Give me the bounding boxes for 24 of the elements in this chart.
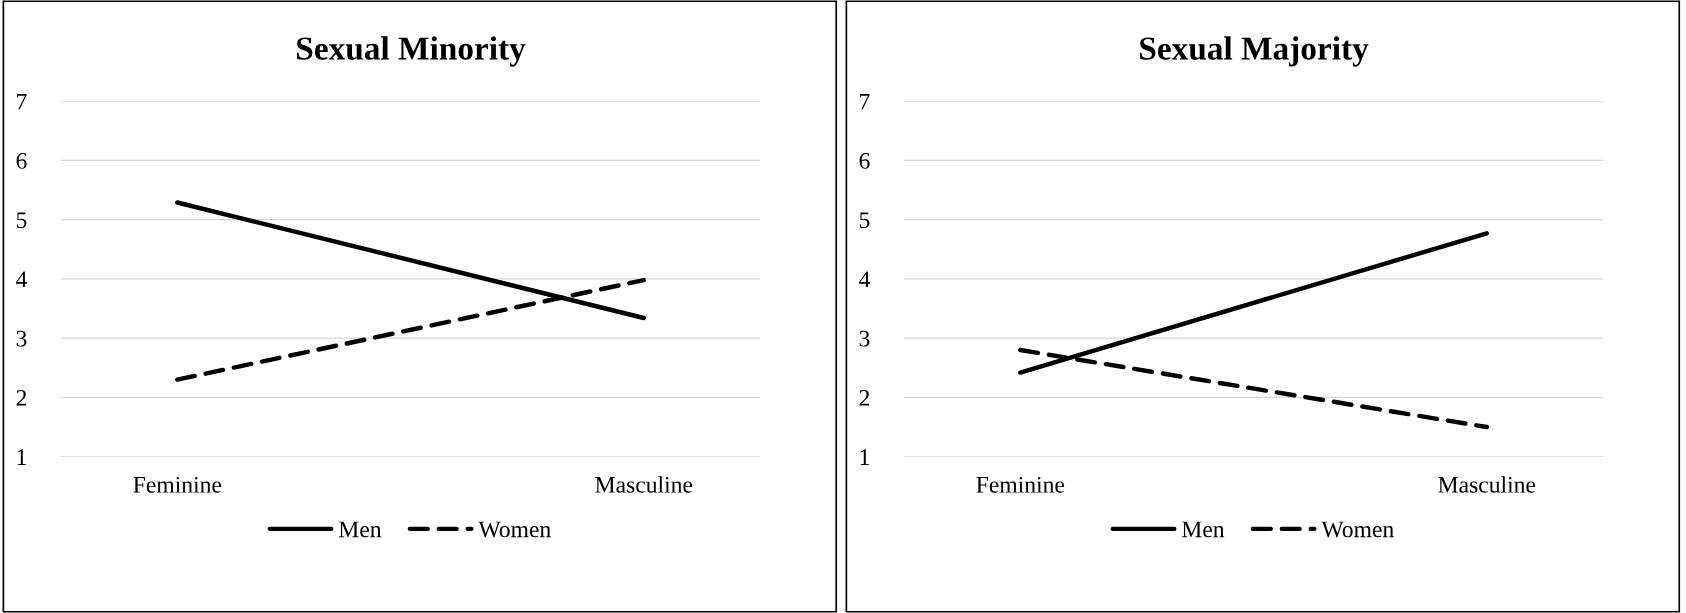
legend-label: Men xyxy=(338,521,382,538)
y-tick-label: 2 xyxy=(859,389,870,406)
y-tick-label: 2 xyxy=(16,389,27,406)
y-tick-label: 4 xyxy=(859,271,870,288)
y-tick-label: 5 xyxy=(16,212,27,229)
y-tick-label: 7 xyxy=(17,93,27,110)
chart-title: Sexual Majority xyxy=(1140,36,1369,67)
y-tick-label: 7 xyxy=(860,93,870,110)
y-tick-label: 5 xyxy=(859,212,870,229)
legend-label: Women xyxy=(478,521,551,538)
y-tick-label: 6 xyxy=(16,152,27,169)
y-tick-label: 1 xyxy=(860,449,869,465)
y-tick-label: 6 xyxy=(859,152,870,169)
y-tick-label: 1 xyxy=(17,449,26,465)
chart-title: Sexual Minority xyxy=(297,36,526,67)
x-tick-label: Feminine xyxy=(976,476,1065,493)
x-tick-label: Feminine xyxy=(133,476,222,493)
x-tick-label: Masculine xyxy=(595,476,693,493)
legend-label: Men xyxy=(1181,521,1225,538)
x-tick-label: Masculine xyxy=(1438,476,1536,493)
y-tick-label: 4 xyxy=(16,271,27,288)
y-tick-label: 3 xyxy=(859,330,870,347)
legend-label: Women xyxy=(1321,521,1394,538)
y-tick-label: 3 xyxy=(16,330,27,347)
